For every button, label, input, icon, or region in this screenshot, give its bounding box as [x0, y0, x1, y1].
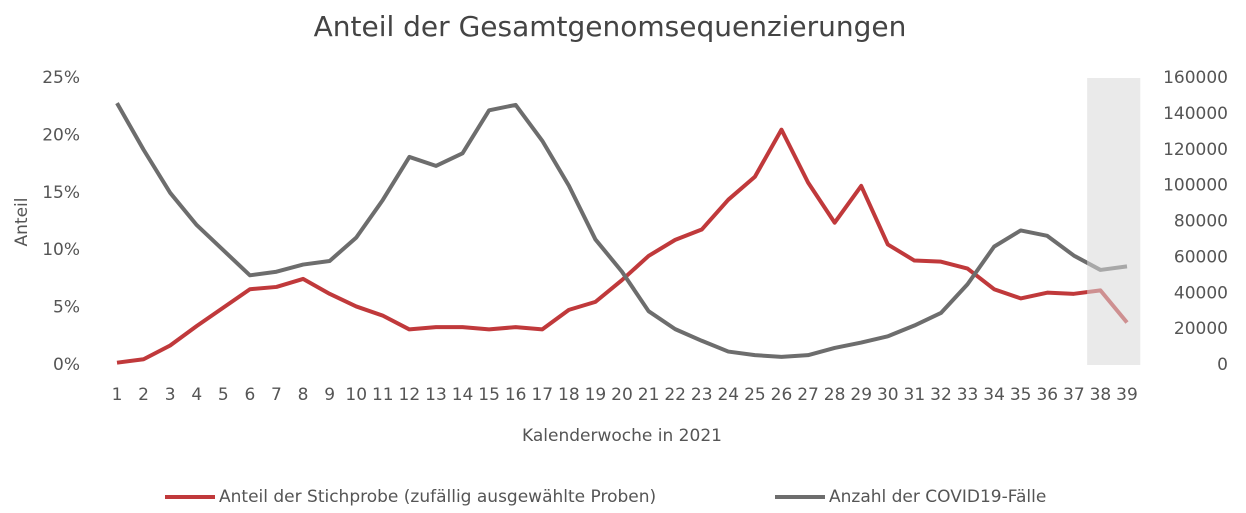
x-tick-label: 32: [930, 385, 952, 405]
y-axis-label: Anteil: [12, 198, 32, 247]
x-tick-label: 3: [165, 385, 176, 405]
y2-tick-label: 160000: [1163, 68, 1228, 88]
y2-tick-label: 60000: [1174, 247, 1228, 267]
x-tick-label: 35: [1010, 385, 1032, 405]
y-tick-label: 25%: [42, 68, 80, 88]
x-tick-label: 6: [244, 385, 255, 405]
x-tick-label: 18: [558, 385, 580, 405]
x-tick-label: 28: [824, 385, 846, 405]
x-tick-label: 23: [691, 385, 713, 405]
highlight-band: [1087, 78, 1141, 365]
y2-tick-label: 100000: [1163, 176, 1228, 196]
x-tick-label: 1: [112, 385, 123, 405]
x-tick-label: 34: [983, 385, 1005, 405]
x-tick-label: 24: [717, 385, 739, 405]
x-tick-label: 7: [271, 385, 282, 405]
x-tick-label: 11: [372, 385, 394, 405]
y2-tick-label: 40000: [1174, 283, 1228, 303]
x-tick-label: 33: [957, 385, 979, 405]
x-tick-label: 27: [797, 385, 819, 405]
y2-tick-label: 20000: [1174, 319, 1228, 339]
x-tick-label: 16: [505, 385, 527, 405]
y-tick-label: 0%: [53, 355, 80, 375]
x-tick-label: 36: [1036, 385, 1058, 405]
x-tick-label: 4: [191, 385, 202, 405]
x-tick-label: 30: [877, 385, 899, 405]
legend-label: Anteil der Stichprobe (zufällig ausgewäh…: [219, 487, 656, 507]
y2-tick-label: 120000: [1163, 140, 1228, 160]
x-axis-label: Kalenderwoche in 2021: [522, 426, 722, 446]
series-line: [115, 102, 1128, 359]
y2-tick-label: 0: [1217, 355, 1228, 375]
x-tick-label: 21: [638, 385, 660, 405]
y2-tick-label: 80000: [1174, 212, 1228, 232]
y2-tick-label: 140000: [1163, 104, 1228, 124]
y-tick-label: 10%: [42, 240, 80, 260]
x-tick-label: 13: [425, 385, 447, 405]
x-tick-label: 10: [345, 385, 367, 405]
x-tick-label: 15: [478, 385, 500, 405]
x-tick-label: 26: [771, 385, 793, 405]
x-tick-label: 12: [399, 385, 421, 405]
x-tick-label: 31: [904, 385, 926, 405]
x-tick-label: 29: [850, 385, 872, 405]
x-tick-label: 37: [1063, 385, 1085, 405]
y-tick-label: 5%: [53, 298, 80, 318]
y-tick-label: 20%: [42, 125, 80, 145]
x-tick-label: 9: [324, 385, 335, 405]
x-tick-label: 20: [611, 385, 633, 405]
series-line: [116, 127, 1129, 365]
x-tick-label: 8: [298, 385, 309, 405]
legend-label: Anzahl der COVID19-Fälle: [829, 487, 1046, 507]
x-tick-label: 2: [138, 385, 149, 405]
x-tick-label: 25: [744, 385, 766, 405]
x-tick-label: 19: [585, 385, 607, 405]
x-tick-label: 14: [452, 385, 474, 405]
x-tick-label: 39: [1116, 385, 1138, 405]
x-tick-label: 38: [1090, 385, 1112, 405]
x-tick-label: 17: [531, 385, 553, 405]
x-tick-label: 22: [664, 385, 686, 405]
chart-title: Anteil der Gesamtgenomsequenzierungen: [314, 10, 907, 43]
x-tick-label: 5: [218, 385, 229, 405]
y-tick-label: 15%: [42, 183, 80, 203]
